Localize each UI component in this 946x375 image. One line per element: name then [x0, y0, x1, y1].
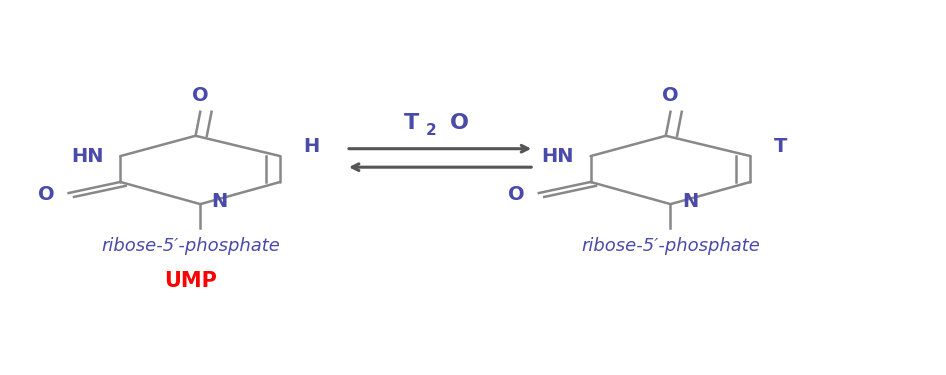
Text: O: O: [662, 86, 679, 105]
Text: T: T: [404, 113, 419, 133]
Text: 2: 2: [426, 123, 436, 138]
Text: HN: HN: [71, 147, 103, 166]
Text: O: O: [508, 185, 525, 204]
Text: O: O: [449, 113, 468, 133]
Text: O: O: [192, 86, 208, 105]
Text: ribose-5′-phosphate: ribose-5′-phosphate: [101, 237, 280, 255]
Text: N: N: [212, 192, 228, 211]
Text: ribose-5′-phosphate: ribose-5′-phosphate: [581, 237, 760, 255]
Text: T: T: [774, 137, 787, 156]
Text: O: O: [38, 185, 55, 204]
Text: HN: HN: [541, 147, 573, 166]
Text: UMP: UMP: [165, 271, 218, 291]
Text: N: N: [682, 192, 698, 211]
Text: H: H: [304, 137, 320, 156]
